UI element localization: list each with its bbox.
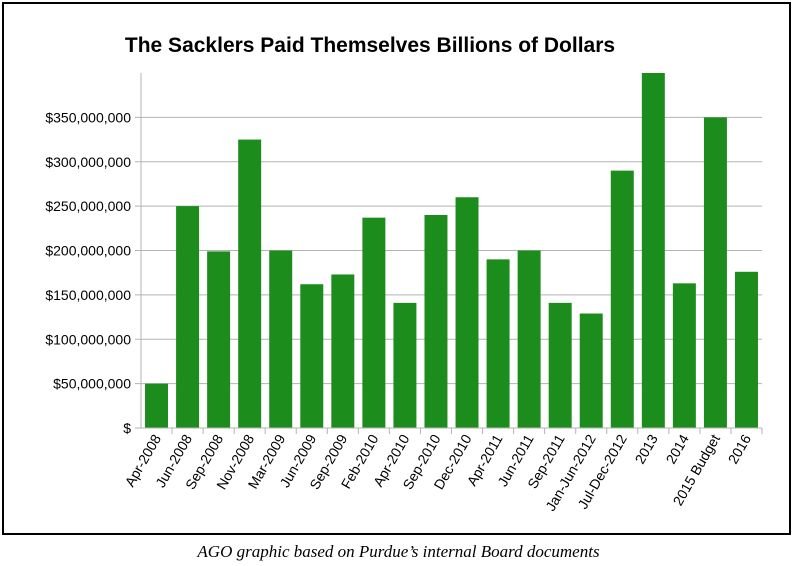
bar: [734, 271, 758, 428]
bar: [610, 170, 634, 428]
y-tick-label: $300,000,000: [45, 154, 131, 170]
bar: [362, 217, 386, 428]
bar: [517, 250, 541, 428]
bar: [703, 117, 727, 428]
bar-chart: The Sacklers Paid Themselves Billions of…: [45, 34, 763, 514]
y-tick-label: $: [123, 420, 131, 436]
bar: [455, 197, 479, 428]
x-tick-label: 2013: [631, 431, 661, 466]
bar: [579, 313, 603, 428]
bar: [145, 383, 169, 428]
y-tick-label: $250,000,000: [45, 198, 131, 214]
bar: [672, 283, 696, 428]
x-tick-labels: Apr-2008Jun-2008Sep-2008Nov-2008Mar-2009…: [121, 431, 754, 513]
bar: [176, 206, 200, 428]
y-tick-label: $50,000,000: [53, 376, 131, 392]
y-tick-label: $350,000,000: [45, 109, 131, 125]
bar: [331, 274, 355, 428]
bar: [641, 73, 665, 428]
bar: [424, 215, 448, 428]
x-tick-label: 2016: [725, 431, 755, 466]
bar: [269, 250, 293, 428]
bar: [238, 139, 262, 428]
bar: [393, 302, 417, 428]
y-tick-label: $100,000,000: [45, 331, 131, 347]
bar: [300, 284, 324, 428]
bar: [207, 251, 231, 428]
source-caption: AGO graphic based on Purdue’s internal B…: [197, 542, 600, 561]
x-tick-label: 2014: [663, 431, 693, 466]
axes: [135, 73, 763, 434]
chart-title: The Sacklers Paid Themselves Billions of…: [125, 34, 615, 57]
y-tick-labels: $ $50,000,000 $100,000,000 $150,000,000 $200…: [45, 109, 131, 436]
y-tick-label: $200,000,000: [45, 243, 131, 259]
y-tick-label: $150,000,000: [45, 287, 131, 303]
gridlines: [141, 116, 762, 385]
bar: [548, 302, 572, 428]
bars: [145, 73, 758, 428]
bar: [486, 259, 510, 428]
